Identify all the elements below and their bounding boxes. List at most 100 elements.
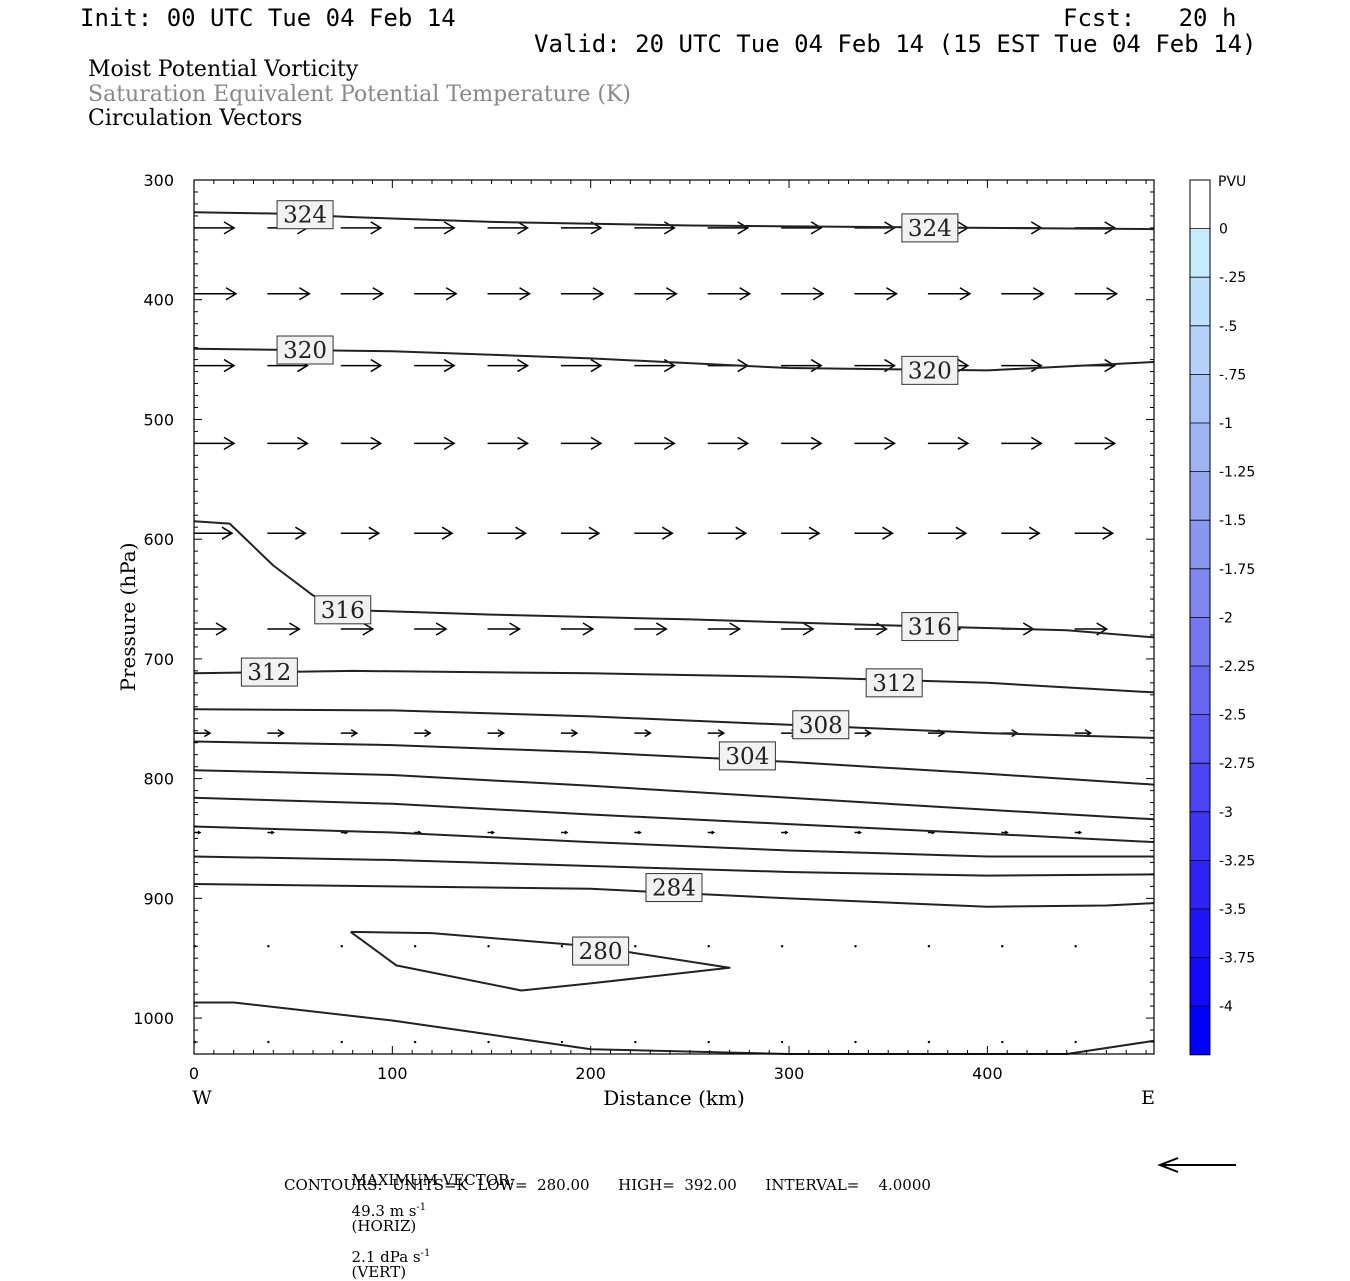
vector-head xyxy=(810,221,823,235)
contour-line-308 xyxy=(193,708,1155,739)
contour-label-box xyxy=(314,595,372,625)
vector-head xyxy=(644,729,652,738)
contour-label-box xyxy=(276,335,334,365)
vector-head xyxy=(884,436,896,451)
vector-dot xyxy=(780,945,784,948)
vector-dot xyxy=(634,1040,637,1044)
vector-head xyxy=(1106,287,1119,301)
colorbar-segment xyxy=(1190,617,1210,666)
vector-head xyxy=(717,729,726,738)
vector-head xyxy=(864,729,872,738)
contour-line-280 xyxy=(350,930,731,992)
vector-dot xyxy=(927,1040,931,1044)
vector-dot xyxy=(1074,1040,1077,1044)
vector-head xyxy=(711,830,716,835)
y-tick-label: 800 xyxy=(143,770,174,789)
vector-head xyxy=(737,221,750,235)
vector-head xyxy=(1102,526,1115,540)
vector-head xyxy=(590,436,603,451)
vector-head xyxy=(277,729,285,738)
contour-label-box xyxy=(865,668,923,698)
colorbar-segment xyxy=(1190,423,1210,472)
contours-info-line: CONTOURS: UNITS=K LOW= 280.00 HIGH= 392.… xyxy=(284,1176,931,1194)
contour-line-296 xyxy=(193,796,1155,844)
vector-head xyxy=(435,622,448,636)
vector-head xyxy=(517,436,530,451)
colorbar-tick-label: -.5 xyxy=(1219,319,1237,335)
field-title-vectors: Circulation Vectors xyxy=(88,106,303,131)
init-time: Init: 00 UTC Tue 04 Feb 14 xyxy=(80,4,456,32)
plot-frame xyxy=(193,179,1155,1055)
contour-label-324: 324 xyxy=(908,216,952,242)
contour-label-box xyxy=(718,741,776,771)
contour-label-312: 312 xyxy=(247,660,291,686)
contour-line-312 xyxy=(193,669,1155,694)
vector-head xyxy=(295,526,307,540)
colorbar-tick-label: -2.75 xyxy=(1219,756,1255,772)
vector-head xyxy=(297,436,309,451)
vector-head xyxy=(570,729,579,738)
contour-line-316 xyxy=(193,520,1155,639)
x-tick-label: 200 xyxy=(575,1064,606,1083)
y-tick-label: 600 xyxy=(143,530,174,549)
contour-label-box xyxy=(276,200,334,230)
max-vector-label: MAXIMUM VECTOR: xyxy=(351,1171,515,1189)
vector-head xyxy=(370,436,383,451)
contour-label-box xyxy=(645,873,703,903)
vector-head xyxy=(735,526,748,540)
reference-vector-arrow xyxy=(1157,1157,1236,1173)
vector-head xyxy=(443,358,456,373)
horiz-tag: (HORIZ) xyxy=(351,1217,417,1235)
vector-head xyxy=(1004,830,1009,835)
vector-dot xyxy=(560,945,564,948)
vector-head xyxy=(1078,830,1083,835)
vector-head xyxy=(663,436,676,451)
vector-head xyxy=(370,358,383,373)
colorbar: 0 -.25 -.5 -.75 -1 -1.25 -1.5 -1.75 -2 -2.25 -2.5 -… xyxy=(1189,179,1255,1056)
y-tick-label: 700 xyxy=(143,650,174,669)
y-axis-title: Pressure (hPa) xyxy=(116,543,140,692)
vector-head xyxy=(886,287,898,301)
vector-head xyxy=(810,358,823,373)
y-tick-label: 400 xyxy=(143,291,174,310)
colorbar-tick-label: -2.5 xyxy=(1219,708,1246,724)
contour-label-box xyxy=(901,213,959,243)
vector-head xyxy=(225,287,238,301)
vector-head xyxy=(784,830,789,835)
horiz-unit-sup: -1 xyxy=(416,1202,427,1213)
y-tick-label: 900 xyxy=(143,889,174,908)
colorbar-tick-label: -.25 xyxy=(1219,270,1246,286)
vector-head xyxy=(491,830,496,835)
contour-label-box xyxy=(240,657,298,687)
vector-head xyxy=(588,526,601,540)
vector-dot xyxy=(413,1040,417,1044)
contour-line-284 xyxy=(193,883,1155,908)
vector-head xyxy=(509,622,522,636)
vector-head xyxy=(519,287,532,301)
vector-head xyxy=(737,436,750,451)
colorbar-segment xyxy=(1190,471,1210,521)
colorbar-tick-label: -3.25 xyxy=(1219,853,1255,869)
vector-head xyxy=(955,526,968,540)
colorbar-tick-label: 0 xyxy=(1219,222,1228,238)
vector-dot xyxy=(560,1040,564,1044)
field-title-pv: Moist Potential Vorticity xyxy=(88,57,359,82)
contour-label-316: 316 xyxy=(321,598,365,624)
contour-label-box xyxy=(901,355,959,385)
vector-dot xyxy=(634,945,637,948)
vector-head xyxy=(564,830,569,835)
vector-head xyxy=(445,287,458,301)
contour-label-304: 304 xyxy=(725,744,769,770)
colorbar-segment xyxy=(1190,277,1210,326)
vector-head xyxy=(1104,436,1117,451)
vector-head xyxy=(424,729,432,738)
vector-head xyxy=(223,221,236,235)
colorbar-segment xyxy=(1190,860,1210,909)
vector-head xyxy=(802,622,815,636)
vector-head xyxy=(1104,358,1117,373)
vector-head xyxy=(515,526,528,540)
colorbar-unit: PVU xyxy=(1218,174,1246,190)
contour-line-292 xyxy=(193,825,1154,858)
contour-line-288 xyxy=(193,855,1155,877)
contour-line-276 xyxy=(194,1001,1155,1055)
